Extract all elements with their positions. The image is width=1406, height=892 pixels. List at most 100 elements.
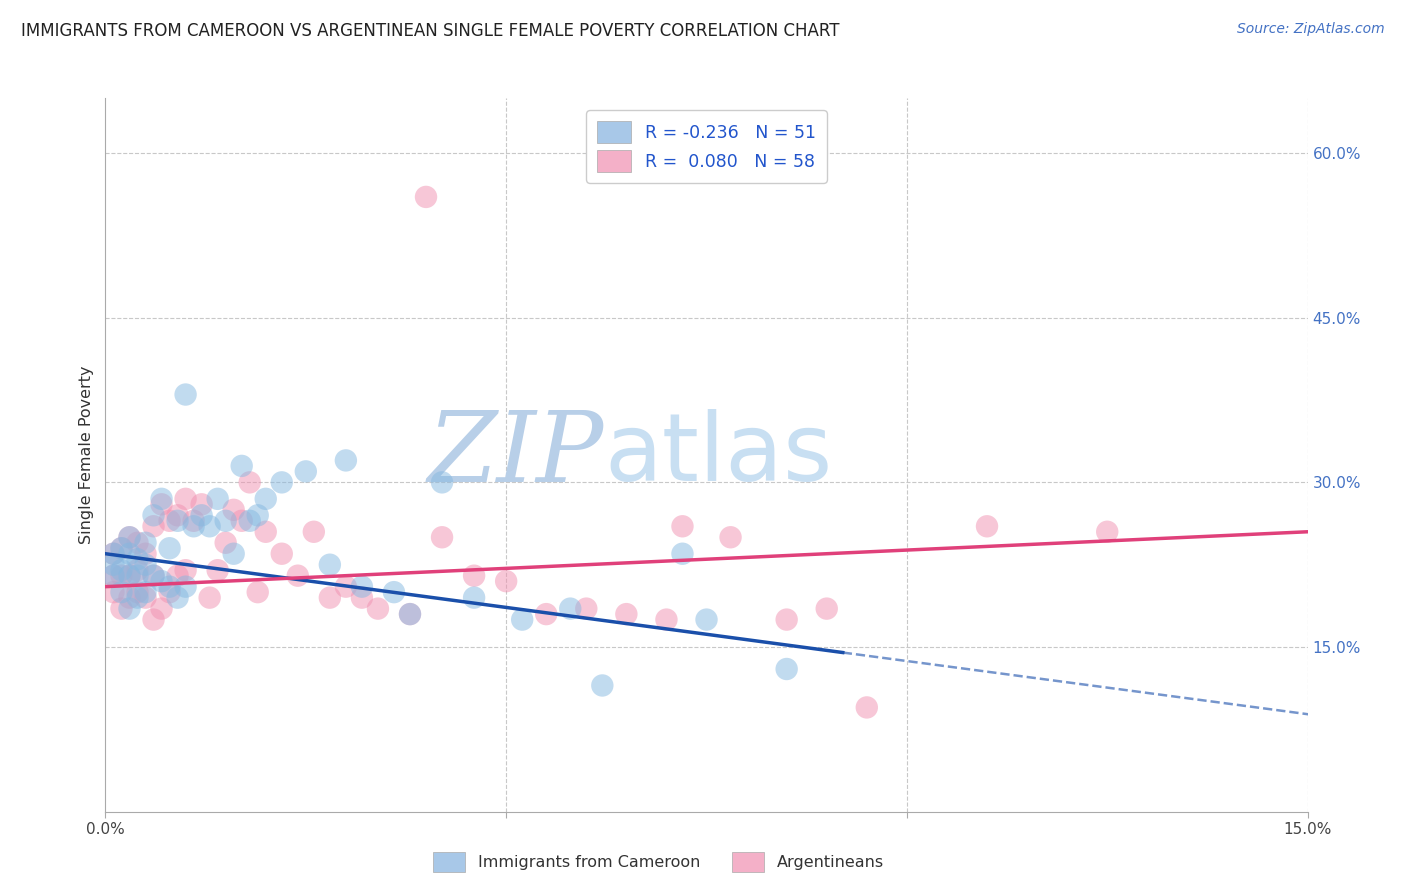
Point: [127, 568, 149, 582]
Point: [142, 568, 165, 582]
Point: [239, 514, 262, 528]
Point: [110, 568, 132, 582]
Point: [270, 547, 292, 561]
Point: [399, 607, 422, 621]
Point: [159, 541, 181, 556]
Text: IMMIGRANTS FROM CAMEROON VS ARGENTINEAN SINGLE FEMALE POVERTY CORRELATION CHART: IMMIGRANTS FROM CAMEROON VS ARGENTINEAN …: [21, 22, 839, 40]
Point: [183, 514, 205, 528]
Point: [231, 514, 253, 528]
Point: [159, 514, 181, 528]
Point: [174, 387, 197, 401]
Point: [222, 503, 245, 517]
Point: [127, 552, 149, 566]
Text: Source: ZipAtlas.com: Source: ZipAtlas.com: [1237, 22, 1385, 37]
Point: [118, 568, 141, 582]
Point: [463, 591, 485, 605]
Point: [150, 497, 173, 511]
Point: [495, 574, 517, 589]
Point: [166, 514, 188, 528]
Point: [127, 535, 149, 549]
Point: [174, 563, 197, 577]
Point: [150, 491, 173, 506]
Point: [103, 558, 125, 572]
Point: [127, 563, 149, 577]
Point: [150, 601, 173, 615]
Point: [103, 585, 125, 599]
Point: [110, 585, 132, 599]
Point: [135, 591, 157, 605]
Point: [655, 613, 678, 627]
Point: [399, 607, 422, 621]
Point: [135, 558, 157, 572]
Point: [118, 530, 141, 544]
Point: [214, 514, 236, 528]
Point: [207, 491, 229, 506]
Point: [350, 580, 373, 594]
Point: [207, 563, 229, 577]
Point: [430, 530, 453, 544]
Point: [270, 475, 292, 490]
Point: [174, 580, 197, 594]
Point: [319, 591, 342, 605]
Point: [591, 678, 613, 692]
Point: [254, 491, 277, 506]
Point: [166, 508, 188, 523]
Point: [118, 591, 141, 605]
Point: [335, 580, 357, 594]
Point: [103, 547, 125, 561]
Point: [382, 585, 405, 599]
Point: [159, 580, 181, 594]
Point: [671, 519, 693, 533]
Point: [118, 530, 141, 544]
Point: [118, 547, 141, 561]
Point: [239, 475, 262, 490]
Point: [776, 662, 799, 676]
Point: [118, 601, 141, 615]
Legend: Immigrants from Cameroon, Argentineans: Immigrants from Cameroon, Argentineans: [426, 846, 890, 879]
Point: [246, 508, 269, 523]
Point: [150, 574, 173, 589]
Point: [110, 541, 132, 556]
Point: [720, 530, 742, 544]
Point: [319, 558, 342, 572]
Point: [776, 613, 799, 627]
Point: [142, 568, 165, 582]
Point: [135, 547, 157, 561]
Text: atlas: atlas: [605, 409, 832, 501]
Point: [696, 613, 718, 627]
Point: [616, 607, 638, 621]
Point: [560, 601, 582, 615]
Point: [510, 613, 533, 627]
Point: [142, 613, 165, 627]
Point: [159, 585, 181, 599]
Point: [463, 568, 485, 582]
Point: [166, 591, 188, 605]
Point: [142, 519, 165, 533]
Point: [103, 547, 125, 561]
Point: [671, 547, 693, 561]
Point: [231, 458, 253, 473]
Point: [127, 585, 149, 599]
Point: [174, 491, 197, 506]
Point: [110, 563, 132, 577]
Point: [350, 591, 373, 605]
Point: [222, 547, 245, 561]
Point: [190, 497, 212, 511]
Point: [118, 568, 141, 582]
Point: [367, 601, 389, 615]
Point: [246, 585, 269, 599]
Point: [575, 601, 598, 615]
Point: [103, 568, 125, 582]
Point: [127, 591, 149, 605]
Point: [110, 541, 132, 556]
Point: [855, 700, 877, 714]
Point: [135, 535, 157, 549]
Point: [415, 190, 437, 204]
Point: [254, 524, 277, 539]
Point: [166, 568, 188, 582]
Point: [103, 568, 125, 582]
Point: [214, 535, 236, 549]
Text: ZIP: ZIP: [427, 408, 605, 502]
Point: [335, 453, 357, 467]
Point: [198, 591, 221, 605]
